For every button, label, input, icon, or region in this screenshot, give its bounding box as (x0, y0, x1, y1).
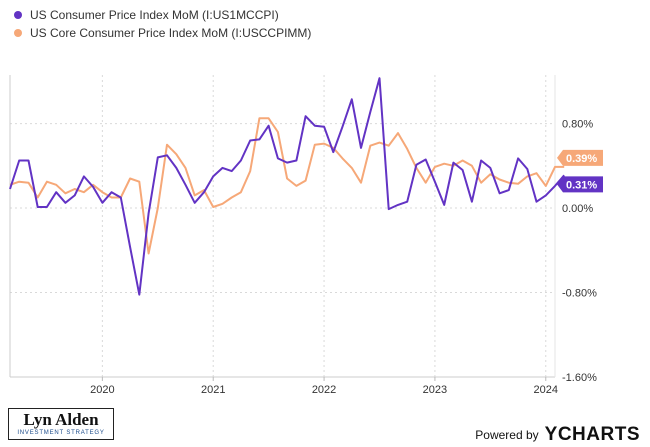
grid (10, 75, 555, 377)
y-tick-label: 0.80% (562, 119, 593, 131)
x-tick-label: 2023 (423, 384, 447, 396)
x-tick-label: 2021 (201, 384, 225, 396)
brand-name: Lyn Alden (23, 410, 99, 429)
brand-tagline: INVESTMENT STRATEGY (17, 430, 105, 436)
y-tick-label: 0.00% (562, 203, 593, 215)
series-line-core-cpi (9, 117, 565, 255)
y-tick-label: -1.60% (562, 372, 597, 384)
legend: US Consumer Price Index MoM (I:US1MCCPI)… (14, 6, 311, 42)
end-label-cpi: 0.31% (566, 179, 597, 191)
end-label-cpi-box (557, 176, 603, 193)
legend-dot-core-cpi (14, 29, 22, 37)
series-layer (9, 77, 565, 296)
legend-dot-cpi (14, 11, 22, 19)
powered-by-text: Powered by (475, 428, 539, 442)
series-line-cpi (9, 77, 565, 296)
end-label-core-cpi: 0.39% (566, 153, 597, 165)
x-tick-label: 2020 (90, 384, 114, 396)
ycharts-logo: YCHARTS (544, 424, 640, 445)
legend-label-cpi: US Consumer Price Index MoM (I:US1MCCPI) (30, 8, 279, 22)
legend-label-core-cpi: US Core Consumer Price Index MoM (I:USCC… (30, 26, 312, 40)
lyn-alden-logo: Lyn Alden INVESTMENT STRATEGY (8, 408, 114, 440)
legend-item-core-cpi[interactable]: US Core Consumer Price Index MoM (I:USCC… (14, 24, 311, 42)
x-tick-label: 2022 (312, 384, 336, 396)
y-tick-label: -0.80% (562, 288, 597, 300)
axes: 0.80% 0.00% -0.80% -1.60% 2020 2021 2022 2023 20… (9, 75, 597, 396)
legend-item-cpi[interactable]: US Consumer Price Index MoM (I:US1MCCPI) (14, 6, 311, 24)
end-label-core-cpi-box (557, 149, 603, 166)
end-labels: 0.31% 0.39% (557, 149, 603, 193)
x-tick-label: 2024 (534, 384, 558, 396)
powered-by-ycharts[interactable]: Powered by YCHARTS (475, 424, 640, 446)
